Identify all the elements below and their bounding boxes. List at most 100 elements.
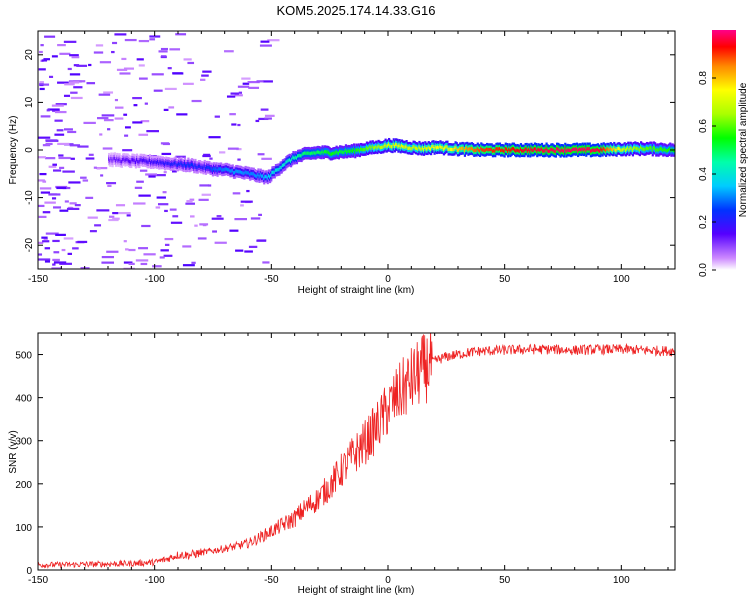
- noise-speckle: [138, 64, 145, 67]
- ridge-core: [636, 146, 639, 150]
- ridge-core: [570, 149, 573, 153]
- spectrogram-y-tick-label: -10: [24, 190, 35, 205]
- noise-speckle: [83, 121, 96, 125]
- ridge-core: [356, 148, 359, 153]
- ridge-core: [665, 149, 668, 153]
- noise-speckle: [38, 253, 43, 256]
- ridge-core: [560, 148, 563, 152]
- ridge-core: [453, 147, 456, 151]
- ridge-core: [540, 147, 544, 151]
- ridge-core: [440, 146, 443, 150]
- ridge-core: [313, 150, 316, 155]
- snr-x-tick-label: 100: [613, 575, 630, 586]
- ridge-core: [234, 170, 237, 175]
- noise-speckle: [237, 158, 241, 161]
- noise-speckle: [77, 145, 89, 148]
- ridge-core: [322, 151, 325, 155]
- noise-speckle: [64, 83, 75, 86]
- noise-speckle: [175, 33, 187, 36]
- noise-speckle: [59, 262, 72, 265]
- ridge-core: [343, 150, 346, 154]
- noise-speckle: [172, 72, 184, 75]
- spectrogram-x-tick-label: 0: [385, 274, 391, 285]
- ridge-core: [203, 164, 206, 168]
- noise-speckle: [99, 61, 112, 64]
- noise-speckle: [71, 56, 80, 59]
- noise-speckle: [39, 187, 52, 190]
- noise-speckle: [54, 119, 63, 122]
- noise-speckle: [63, 94, 71, 97]
- ridge-core: [650, 146, 653, 150]
- ridge-core: [122, 157, 125, 162]
- ridge-core: [661, 147, 664, 151]
- ridge-core: [483, 148, 486, 153]
- noise-speckle: [89, 230, 97, 233]
- noise-speckle: [44, 157, 56, 160]
- noise-speckle: [107, 128, 111, 131]
- ridge-core: [451, 147, 454, 152]
- ridge-core: [539, 148, 542, 152]
- ridge-core: [108, 157, 111, 161]
- ridge-core: [472, 147, 475, 151]
- noise-speckle: [42, 211, 51, 214]
- ridge-core: [139, 158, 142, 162]
- ridge-core: [183, 162, 187, 166]
- noise-speckle: [51, 55, 58, 58]
- ridge-core: [273, 170, 276, 174]
- ridge-core: [628, 148, 631, 152]
- noise-speckle: [267, 39, 280, 42]
- ridge-core: [586, 146, 589, 151]
- ridge-core: [120, 159, 124, 164]
- ridge-core: [229, 169, 232, 173]
- noise-speckle: [55, 233, 66, 236]
- noise-speckle: [162, 191, 167, 194]
- ridge-core: [326, 150, 329, 154]
- ridge-core: [489, 147, 492, 152]
- snr-y-tick-label: 300: [15, 437, 32, 448]
- ridge-core: [291, 157, 294, 161]
- noise-speckle: [39, 50, 43, 54]
- noise-speckle: [208, 136, 221, 139]
- ridge-core: [165, 161, 168, 165]
- ridge-core: [488, 147, 491, 152]
- noise-speckle: [56, 186, 67, 190]
- ridge-core: [372, 146, 376, 150]
- noise-speckle: [40, 115, 51, 118]
- noise-speckle: [144, 102, 148, 105]
- ridge-core: [454, 145, 457, 150]
- noise-speckle: [55, 103, 67, 106]
- ridge-core: [657, 148, 660, 153]
- ridge-core: [612, 148, 615, 152]
- ridge-core: [452, 147, 455, 152]
- noise-speckle: [48, 165, 57, 168]
- ridge-core: [530, 147, 533, 151]
- ridge-core: [357, 147, 360, 152]
- snr-x-tick-label: -150: [28, 575, 48, 586]
- ridge-core: [412, 145, 415, 149]
- ridge-core: [262, 174, 265, 178]
- ridge-core: [633, 146, 636, 150]
- ridge-core: [470, 146, 474, 150]
- ridge-core: [347, 149, 350, 153]
- noise-speckle: [111, 50, 115, 54]
- ridge-core: [210, 167, 213, 171]
- noise-speckle: [53, 251, 60, 254]
- ridge-core: [473, 149, 476, 153]
- ridge-core: [504, 147, 507, 151]
- noise-speckle: [240, 204, 244, 207]
- noise-speckle: [170, 221, 183, 224]
- ridge-core: [573, 147, 576, 151]
- ridge-core: [637, 147, 640, 151]
- ridge-core: [616, 147, 619, 151]
- ridge-core: [419, 146, 422, 151]
- noise-speckle: [171, 170, 177, 173]
- noise-speckle: [62, 170, 75, 173]
- ridge-core: [176, 163, 180, 167]
- snr-y-tick-label: 200: [15, 480, 32, 491]
- ridge-core: [601, 148, 604, 153]
- ridge-core: [672, 148, 675, 153]
- ridge-core: [613, 146, 616, 150]
- ridge-core: [413, 145, 416, 149]
- ridge-core: [175, 163, 178, 167]
- noise-speckle: [59, 209, 69, 212]
